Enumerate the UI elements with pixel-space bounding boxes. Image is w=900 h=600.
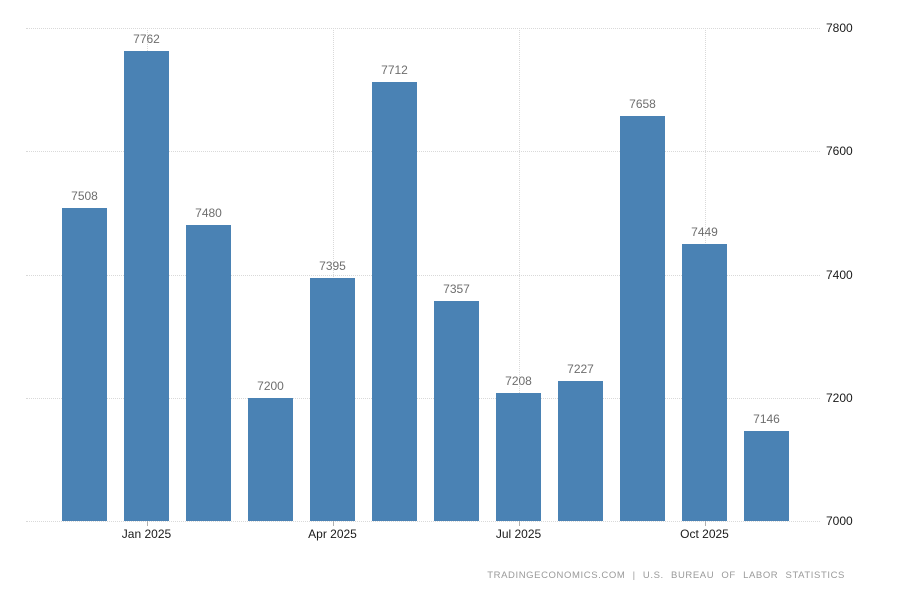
- x-axis-tick: [518, 521, 520, 526]
- bar[interactable]: [682, 244, 727, 521]
- bar-value-label: 7395: [319, 258, 346, 273]
- x-axis-tick-label: Jan 2025: [121, 527, 172, 541]
- x-axis-tick-label: Jul 2025: [495, 527, 542, 541]
- x-axis-tick: [332, 521, 334, 526]
- bar[interactable]: [310, 277, 355, 521]
- bar[interactable]: [434, 300, 479, 521]
- h-gridline: [26, 151, 820, 153]
- v-gridline: [518, 28, 520, 521]
- y-axis-tick-label: 7800: [826, 21, 853, 35]
- h-gridline: [26, 274, 820, 276]
- bar-value-label: 7208: [505, 373, 532, 388]
- x-axis-tick-label: Apr 2025: [308, 527, 357, 541]
- bar-value-label: 7357: [443, 281, 470, 296]
- h-gridline: [26, 397, 820, 399]
- bar[interactable]: [124, 51, 169, 521]
- bar[interactable]: [372, 82, 417, 521]
- bar-value-label: 7658: [629, 96, 656, 111]
- h-gridline: [26, 521, 820, 522]
- bar-value-label: 7227: [567, 362, 594, 377]
- bar[interactable]: [620, 115, 665, 521]
- bar-value-label: 7449: [691, 225, 718, 240]
- bar-value-label: 7480: [195, 206, 222, 221]
- bar-value-label: 7712: [381, 63, 408, 78]
- x-axis-tick-label: Oct 2025: [680, 527, 729, 541]
- bar[interactable]: [248, 397, 293, 521]
- y-axis-tick-label: 7600: [826, 144, 853, 159]
- y-axis-tick-label: 7400: [826, 267, 853, 282]
- bar[interactable]: [558, 381, 603, 521]
- x-axis-tick: [704, 521, 706, 526]
- chart-attribution-link[interactable]: TRADINGECONOMICS.COM | U.S. BUREAU OF LA…: [487, 570, 845, 581]
- bar-value-label: 7146: [753, 412, 780, 427]
- h-gridline: [26, 28, 820, 29]
- y-axis-tick-label: 7000: [826, 514, 853, 528]
- bar-value-label: 7508: [71, 188, 98, 203]
- bar-value-label: 7200: [257, 378, 284, 393]
- bar[interactable]: [744, 431, 789, 521]
- v-gridline: [332, 28, 334, 521]
- bar[interactable]: [496, 392, 541, 521]
- x-axis-tick: [146, 521, 148, 526]
- bar[interactable]: [186, 225, 231, 521]
- y-axis-tick-label: 7200: [826, 390, 853, 405]
- bar[interactable]: [62, 207, 107, 521]
- bar-value-label: 7762: [133, 32, 160, 47]
